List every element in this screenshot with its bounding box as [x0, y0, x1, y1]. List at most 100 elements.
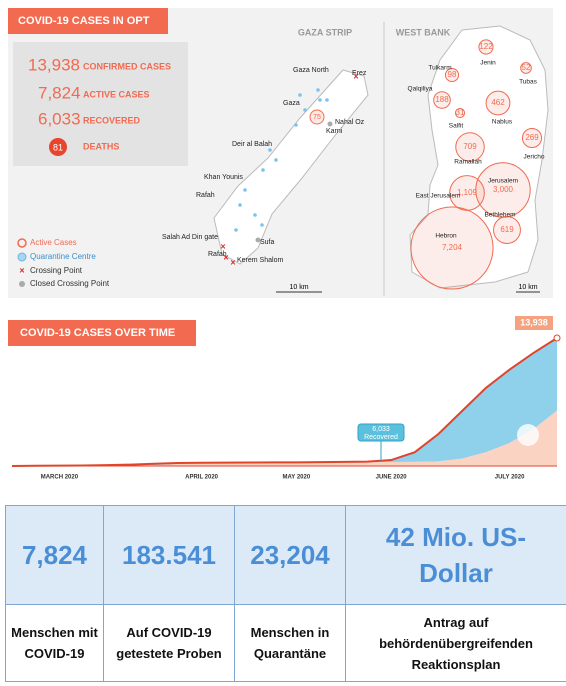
case-label: 7,204: [442, 243, 463, 252]
case-circle: [478, 39, 494, 55]
infographic: COVID-19 CASES IN OPT 13,938 CONFIRMED C…: [8, 8, 561, 481]
quarantine-dot: [260, 223, 264, 227]
deaths-label: DEATHS: [83, 141, 119, 151]
case-label: 619: [500, 225, 514, 234]
table-cell: Menschen in Quarantäne: [234, 604, 346, 682]
case-label: 188: [435, 95, 449, 104]
place-label: Gaza North: [293, 67, 329, 74]
legend-label: Active Cases: [30, 238, 77, 247]
case-circle: [444, 67, 460, 83]
place-label: Tubas: [519, 79, 538, 86]
quarantine-dot: [294, 123, 298, 127]
place-label: Nablus: [492, 119, 513, 126]
place-label: Jericho: [524, 154, 545, 161]
case-circle: [485, 90, 511, 116]
case-circle: [493, 216, 521, 244]
closed-crossing: [255, 237, 261, 243]
case-label: 1,109: [457, 188, 478, 197]
case-label: 269: [525, 133, 539, 142]
scale-label: 10 km: [518, 284, 537, 291]
place-label: Erez: [352, 70, 367, 77]
quarantine-dot: [261, 168, 265, 172]
legend-icon: [17, 252, 27, 262]
end-label: 13,938: [520, 317, 548, 327]
quarantine-dot: [303, 108, 307, 112]
place-label: Salfit: [449, 123, 464, 130]
case-label: 52: [522, 63, 531, 72]
place-label: Khan Younis: [204, 174, 243, 181]
x-tick-label: JUNE 2020: [376, 475, 408, 481]
place-label: East Jerusalem: [416, 193, 461, 200]
scale-label: 10 km: [289, 284, 308, 291]
legend-icon: [19, 281, 25, 287]
end-point: [553, 334, 561, 342]
summary-box: [13, 42, 188, 166]
recovered-label: RECOVERED: [83, 115, 141, 125]
legend-icon: [17, 238, 27, 248]
case-label: 709: [463, 142, 477, 151]
x-tick-label: JULY 2020: [495, 475, 525, 481]
quarantine-dot: [238, 203, 242, 207]
title: COVID-19 CASES IN OPT: [18, 15, 150, 27]
case-label: 31: [456, 108, 465, 117]
place-label: Rafah: [208, 251, 227, 258]
confirmed-number: 13,938: [28, 55, 80, 74]
place-label: Jenin: [480, 60, 496, 67]
case-circle: [520, 62, 532, 74]
place-label: Jerusalem: [488, 178, 518, 185]
wb-title: WEST BANK: [396, 27, 451, 37]
place-label: Gaza: [283, 100, 300, 107]
quarantine-dot: [268, 148, 272, 152]
place-label: Hebron: [435, 233, 457, 240]
quarantine-dot: [298, 93, 302, 97]
table-cell: 23,204: [234, 505, 346, 605]
chart-title: COVID-19 CASES OVER TIME: [20, 327, 175, 339]
table-cell: Auf COVID-19 getestete Proben: [103, 604, 235, 682]
place-label: Ramallah: [454, 159, 482, 166]
deaths-number: 81: [53, 142, 63, 152]
place-label: Karni: [326, 128, 343, 135]
crossing-point: ×: [353, 71, 358, 81]
legend-label: Closed Crossing Point: [30, 279, 110, 288]
annotation-box: [357, 423, 405, 442]
place-label: Deir al Balah: [232, 141, 272, 148]
place-label: Kerem Shalom: [237, 257, 283, 264]
active-number: 7,824: [38, 83, 81, 102]
active-label: ACTIVE CASES: [83, 89, 150, 99]
place-label: Tulkarm: [428, 65, 451, 72]
x-tick-label: MAY 2020: [282, 475, 310, 481]
table-row: 7,824 183.541 23,204 42 Mio. US-Dollar: [5, 505, 566, 605]
quarantine-dot: [318, 98, 322, 102]
legend-icon: ×: [19, 265, 24, 275]
table-cell: Antrag auf behördenübergreifenden Reakti…: [345, 604, 566, 682]
case-circle: [449, 175, 485, 211]
quarantine-dot: [243, 188, 247, 192]
case-circle: [521, 127, 543, 149]
closed-crossing: [327, 121, 333, 127]
annotation-text: Recovered: [364, 434, 398, 441]
end-label-box: [515, 316, 553, 330]
recovered-area: [12, 410, 557, 466]
table-cell: 42 Mio. US-Dollar: [345, 505, 566, 605]
case-label: 3,000: [493, 185, 514, 194]
annotation-number: 6,033: [372, 426, 390, 433]
table-row: Menschen mit COVID-19 Auf COVID-19 getes…: [5, 604, 566, 682]
crossing-point: ×: [220, 241, 225, 251]
gaza-title: GAZA STRIP: [298, 27, 352, 37]
place-label: Nahal Oz: [335, 119, 365, 126]
case-circle: [454, 107, 466, 119]
quarantine-dot: [325, 98, 329, 102]
case-circle: [433, 91, 451, 109]
case-label: 462: [491, 98, 505, 107]
quarantine-dot: [274, 158, 278, 162]
case-circle: [309, 109, 325, 125]
legend-label: Crossing Point: [30, 266, 83, 275]
place-label: Rafah: [196, 192, 215, 199]
crossing-point: ×: [230, 257, 235, 267]
table-cell: 183.541: [103, 505, 235, 605]
chart-title-bar: [8, 320, 196, 346]
case-label: 122: [479, 42, 493, 51]
place-label: Bethlehem: [484, 212, 515, 219]
crossing-point: ×: [223, 252, 228, 262]
